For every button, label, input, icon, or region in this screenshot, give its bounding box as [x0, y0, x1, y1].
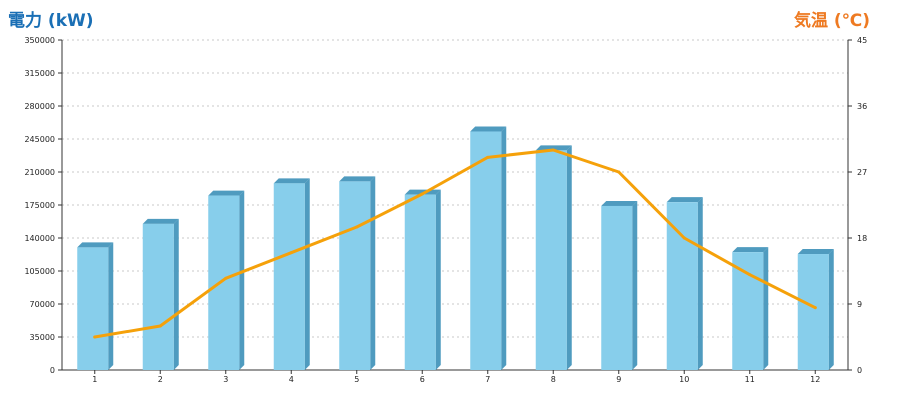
bar	[535, 145, 572, 370]
left-tick-label: 140000	[24, 234, 55, 243]
bar	[339, 176, 376, 370]
bar	[732, 247, 769, 370]
line-point	[486, 155, 490, 159]
line-point	[289, 251, 293, 255]
line-point	[158, 324, 162, 328]
left-tick-label: 35000	[30, 333, 55, 342]
x-tick-label: 10	[679, 375, 689, 384]
x-tick-label: 2	[158, 375, 163, 384]
x-tick-label: 3	[223, 375, 228, 384]
right-tick-label: 45	[857, 36, 867, 45]
temperature-line	[93, 148, 817, 339]
bar	[273, 178, 310, 370]
left-tick-label: 210000	[24, 168, 55, 177]
right-tick-label: 9	[857, 300, 862, 309]
line-point	[224, 276, 228, 280]
left-tick-label: 70000	[30, 300, 55, 309]
x-tick-label: 4	[289, 375, 294, 384]
bar	[208, 190, 245, 370]
bar	[797, 249, 834, 370]
line-point	[748, 273, 752, 277]
x-tick-label: 11	[745, 375, 755, 384]
line-point	[813, 306, 817, 310]
left-tick-label: 350000	[24, 36, 55, 45]
right-tick-label: 18	[857, 234, 867, 243]
x-tick-label: 9	[616, 375, 621, 384]
line-point	[420, 192, 424, 196]
x-tick-label: 1	[92, 375, 97, 384]
x-tick-label: 7	[485, 375, 490, 384]
left-axis-title: 電力 (kW)	[8, 11, 94, 31]
right-tick-label: 0	[857, 366, 862, 375]
bar	[666, 197, 703, 370]
left-tick-label: 0	[50, 366, 55, 375]
x-tick-label: 6	[420, 375, 425, 384]
left-tick-label: 105000	[24, 267, 55, 276]
left-tick-label: 175000	[24, 201, 55, 210]
left-tick-label: 245000	[24, 135, 55, 144]
right-axis-title: 気温 (℃)	[793, 11, 870, 31]
right-tick-label: 27	[857, 168, 867, 177]
x-tick-label: 8	[551, 375, 556, 384]
x-tick-label: 5	[354, 375, 359, 384]
line-point	[93, 335, 97, 339]
bar	[142, 218, 179, 370]
line-point	[355, 225, 359, 229]
bar	[77, 242, 114, 370]
x-tick-label: 12	[810, 375, 820, 384]
left-tick-label: 280000	[24, 102, 55, 111]
line-point	[617, 170, 621, 174]
left-tick-label: 315000	[24, 69, 55, 78]
bar	[601, 200, 638, 370]
bar	[470, 126, 507, 370]
line-point	[551, 148, 555, 152]
bar	[404, 189, 441, 370]
line-point	[682, 236, 686, 240]
right-tick-label: 36	[857, 102, 867, 111]
